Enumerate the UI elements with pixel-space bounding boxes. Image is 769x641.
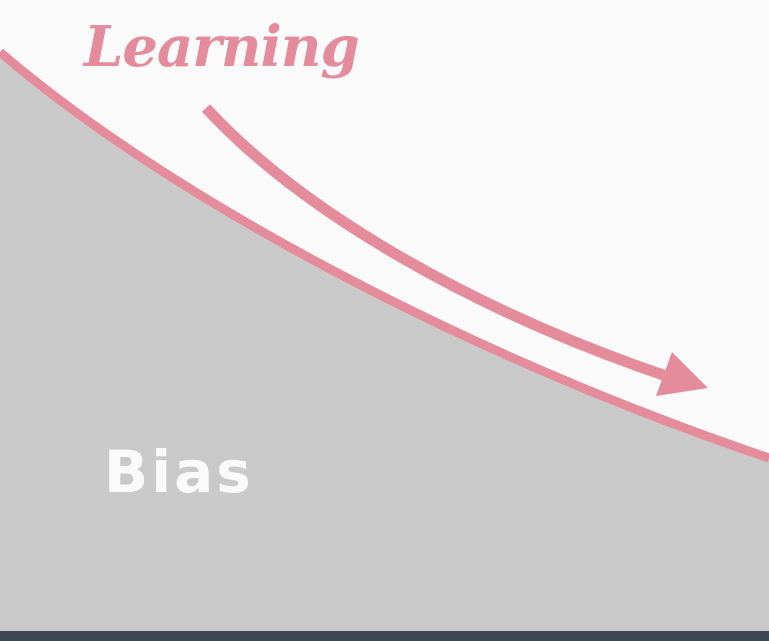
bias-curve (0, 48, 769, 463)
learning-label: Learning (82, 14, 359, 80)
learning-arrowhead-icon (656, 352, 708, 396)
bias-region (0, 52, 769, 641)
footer-bar (0, 631, 769, 641)
learning-arrow-shaft (201, 104, 674, 384)
bias-label: Bias (104, 438, 254, 506)
